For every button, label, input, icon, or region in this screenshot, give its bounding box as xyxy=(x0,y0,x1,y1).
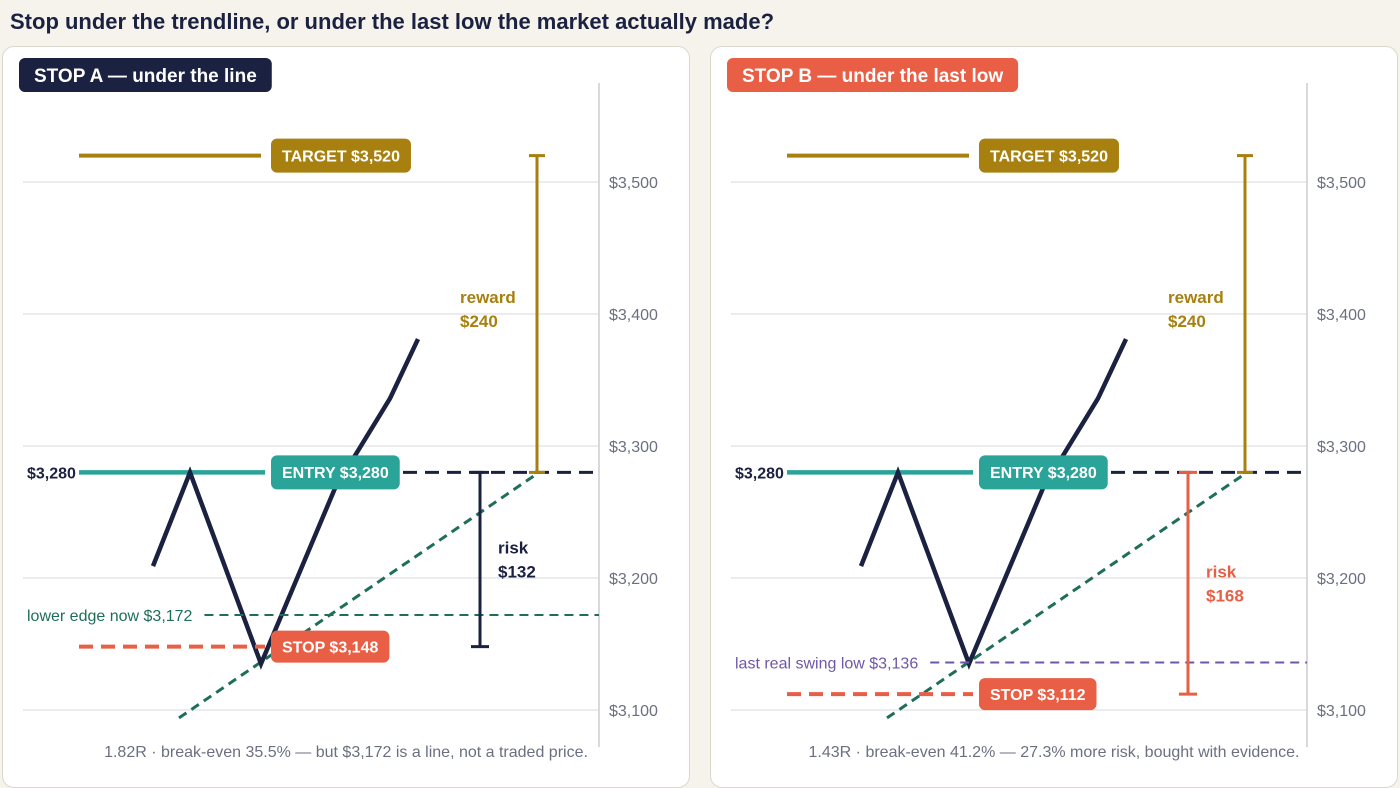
footer-note: 1.43R · break-even 41.2% — 27.3% more ri… xyxy=(809,744,1300,761)
reward-value: $240 xyxy=(1168,312,1206,331)
entry-badge-text: ENTRY $3,280 xyxy=(282,465,389,482)
target-badge-text: TARGET $3,520 xyxy=(990,148,1108,165)
page-title: Stop under the trendline, or under the l… xyxy=(10,9,775,34)
stop-badge: STOP $3,148 xyxy=(271,630,390,663)
y-tick-label: $3,100 xyxy=(1317,703,1366,720)
stop-badge-bg xyxy=(979,678,1097,711)
stop-badge-text: STOP $3,148 xyxy=(282,639,378,656)
panel-label-badge-bg xyxy=(727,58,1019,92)
target-badge-bg xyxy=(979,138,1119,173)
risk-label: risk xyxy=(1206,562,1237,581)
entry-badge: ENTRY $3,280 xyxy=(271,455,400,490)
reward-label: reward xyxy=(1168,288,1224,307)
panel-label-badge-text: STOP B — under the last low xyxy=(742,66,1003,87)
stop-a-panel: $3,100 $3,200 $3,300 $3,400 $3,500 STOP A — u… xyxy=(2,46,690,788)
y-tick-label: $3,400 xyxy=(1317,307,1366,324)
panel-label-badge: STOP A — under the line xyxy=(19,58,272,92)
target-badge: TARGET $3,520 xyxy=(271,138,411,173)
risk-value: $132 xyxy=(498,563,536,582)
y-tick-label: $3,200 xyxy=(609,571,658,588)
footer-note: 1.82R · break-even 35.5% — but $3,172 is… xyxy=(104,744,588,761)
stop-badge-text: STOP $3,112 xyxy=(990,687,1086,704)
entry-badge-text: ENTRY $3,280 xyxy=(990,465,1097,482)
price-path xyxy=(858,338,1129,670)
trendline xyxy=(178,471,540,720)
price-path xyxy=(150,338,421,670)
target-badge: TARGET $3,520 xyxy=(979,138,1119,173)
panel-label-badge-bg xyxy=(19,58,272,92)
stop-a-chart: $3,100 $3,200 $3,300 $3,400 $3,500 STOP A — u… xyxy=(19,58,658,761)
entry-badge-bg xyxy=(979,455,1108,490)
stop-badge-bg xyxy=(271,630,390,663)
panel-label-badge-text: STOP A — under the line xyxy=(34,66,257,87)
entry-axis-label: $3,280 xyxy=(27,465,76,482)
reference-label: last real swing low $3,136 xyxy=(735,655,918,672)
y-tick-label: $3,300 xyxy=(609,439,658,456)
reward-label: reward xyxy=(460,288,516,307)
y-tick-label: $3,100 xyxy=(609,703,658,720)
target-badge-bg xyxy=(271,138,411,173)
y-tick-label: $3,200 xyxy=(1317,571,1366,588)
y-tick-label: $3,400 xyxy=(609,307,658,324)
y-tick-label: $3,300 xyxy=(1317,439,1366,456)
entry-axis-label: $3,280 xyxy=(735,465,784,482)
reward-value: $240 xyxy=(460,312,498,331)
risk-label: risk xyxy=(498,539,529,558)
stop-b-panel: $3,100 $3,200 $3,300 $3,400 $3,500 STOP B — u… xyxy=(710,46,1398,788)
y-tick-label: $3,500 xyxy=(609,175,658,192)
risk-value: $168 xyxy=(1206,586,1244,605)
entry-badge-bg xyxy=(271,455,400,490)
reference-label: lower edge now $3,172 xyxy=(27,608,193,625)
target-badge-text: TARGET $3,520 xyxy=(282,148,400,165)
y-tick-label: $3,500 xyxy=(1317,175,1366,192)
entry-badge: ENTRY $3,280 xyxy=(979,455,1108,490)
stop-b-chart: $3,100 $3,200 $3,300 $3,400 $3,500 STOP B — u… xyxy=(727,58,1366,761)
panel-label-badge: STOP B — under the last low xyxy=(727,58,1019,92)
stop-badge: STOP $3,112 xyxy=(979,678,1097,711)
